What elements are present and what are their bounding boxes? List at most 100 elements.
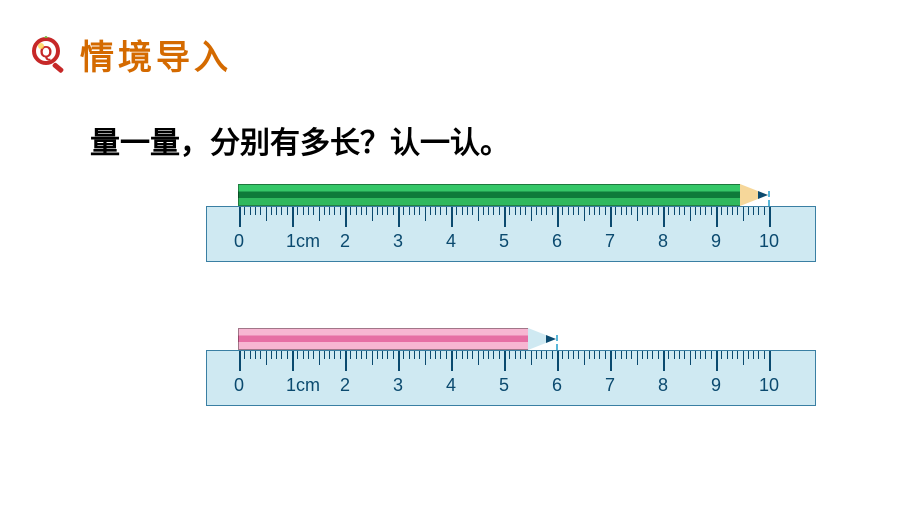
ruler-2: 01cm2345678910 <box>206 350 816 406</box>
ruler-tick <box>615 351 616 359</box>
ruler-tick <box>637 207 638 221</box>
ruler-tick <box>488 207 489 215</box>
pencil-body <box>238 184 740 206</box>
ruler-tick <box>684 207 685 215</box>
ruler-tick <box>303 207 304 215</box>
ruler-tick <box>446 351 447 359</box>
ruler-label: 4 <box>446 375 456 396</box>
ruler-tick <box>599 351 600 359</box>
ruler-tick <box>631 351 632 359</box>
ruler-tick <box>303 351 304 359</box>
ruler-tick <box>711 207 712 215</box>
ruler-tick <box>313 351 314 359</box>
ruler-major-tick <box>345 207 347 227</box>
ruler-tick <box>472 351 473 359</box>
ruler-tick <box>621 351 622 359</box>
ruler-tick <box>599 207 600 215</box>
ruler-tick <box>377 207 378 215</box>
ruler-tick <box>594 351 595 359</box>
ruler-tick <box>647 207 648 215</box>
ruler-tick <box>589 207 590 215</box>
ruler-label: 8 <box>658 375 668 396</box>
ruler-tick <box>536 207 537 215</box>
ruler-tick <box>435 351 436 359</box>
ruler-tick <box>266 207 267 221</box>
ruler-tick <box>414 207 415 215</box>
ruler-tick <box>743 351 744 365</box>
ruler-tick <box>372 207 373 221</box>
ruler-major-tick <box>239 351 241 371</box>
ruler-tick <box>536 351 537 359</box>
ruler-tick <box>313 207 314 215</box>
ruler-tick <box>594 207 595 215</box>
ruler-tick <box>472 207 473 215</box>
ruler-tick <box>721 207 722 215</box>
ruler-major-tick <box>398 351 400 371</box>
ruler-tick <box>658 351 659 359</box>
ruler-tick <box>499 207 500 215</box>
ruler-tick <box>520 351 521 359</box>
ruler-tick <box>456 207 457 215</box>
measurement-1: 01cm2345678910 <box>206 184 816 262</box>
ruler-tick <box>679 207 680 215</box>
ruler-tick <box>271 207 272 215</box>
ruler-tick <box>525 207 526 215</box>
ruler-tick <box>568 351 569 359</box>
ruler-tick <box>531 207 532 221</box>
ruler-label: 2 <box>340 375 350 396</box>
ruler-label: 1cm <box>286 231 320 252</box>
ruler-tick <box>737 351 738 359</box>
ruler-label: 0 <box>234 375 244 396</box>
ruler-tick <box>525 351 526 359</box>
ruler-label: 9 <box>711 231 721 252</box>
ruler-label: 2 <box>340 231 350 252</box>
magnifier-q-icon: Q <box>30 35 70 75</box>
ruler-tick <box>271 351 272 359</box>
ruler-tick <box>721 351 722 359</box>
ruler-label: 5 <box>499 375 509 396</box>
ruler-tick <box>642 351 643 359</box>
ruler-label: 7 <box>605 231 615 252</box>
ruler-tick <box>340 207 341 215</box>
ruler-tick <box>403 351 404 359</box>
ruler-tick <box>705 207 706 215</box>
ruler-tick <box>562 207 563 215</box>
ruler-tick <box>758 351 759 359</box>
ruler-tick <box>356 351 357 359</box>
ruler-tick <box>319 351 320 365</box>
ruler-tick <box>324 207 325 215</box>
ruler-tick <box>584 207 585 221</box>
ruler-label: 6 <box>552 375 562 396</box>
ruler-tick <box>605 351 606 359</box>
ruler-tick <box>287 207 288 215</box>
ruler-1-scale: 01cm2345678910 <box>207 207 815 261</box>
ruler-tick <box>668 207 669 215</box>
ruler-tick <box>414 351 415 359</box>
question-text: 量一量，分别有多长？认一认。 <box>90 118 510 162</box>
ruler-major-tick <box>610 351 612 371</box>
ruler-label: 3 <box>393 231 403 252</box>
ruler-tick <box>578 351 579 359</box>
ruler-tick <box>727 207 728 215</box>
ruler-tick <box>409 351 410 359</box>
ruler-tick <box>499 351 500 359</box>
ruler-tick <box>483 351 484 359</box>
ruler-major-tick <box>557 207 559 227</box>
ruler-label: 5 <box>499 231 509 252</box>
ruler-tick <box>605 207 606 215</box>
ruler-tick <box>440 351 441 359</box>
ruler-tick <box>637 351 638 365</box>
ruler-tick <box>700 351 701 359</box>
ruler-tick <box>748 351 749 359</box>
ruler-tick <box>573 351 574 359</box>
ruler-tick <box>615 207 616 215</box>
ruler-tick <box>748 207 749 215</box>
ruler-tick <box>287 351 288 359</box>
ruler-tick <box>419 351 420 359</box>
ruler-major-tick <box>716 351 718 371</box>
ruler-tick <box>403 207 404 215</box>
ruler-tick <box>467 207 468 215</box>
ruler-major-tick <box>663 207 665 227</box>
ruler-tick <box>727 351 728 359</box>
ruler-tick <box>281 207 282 215</box>
